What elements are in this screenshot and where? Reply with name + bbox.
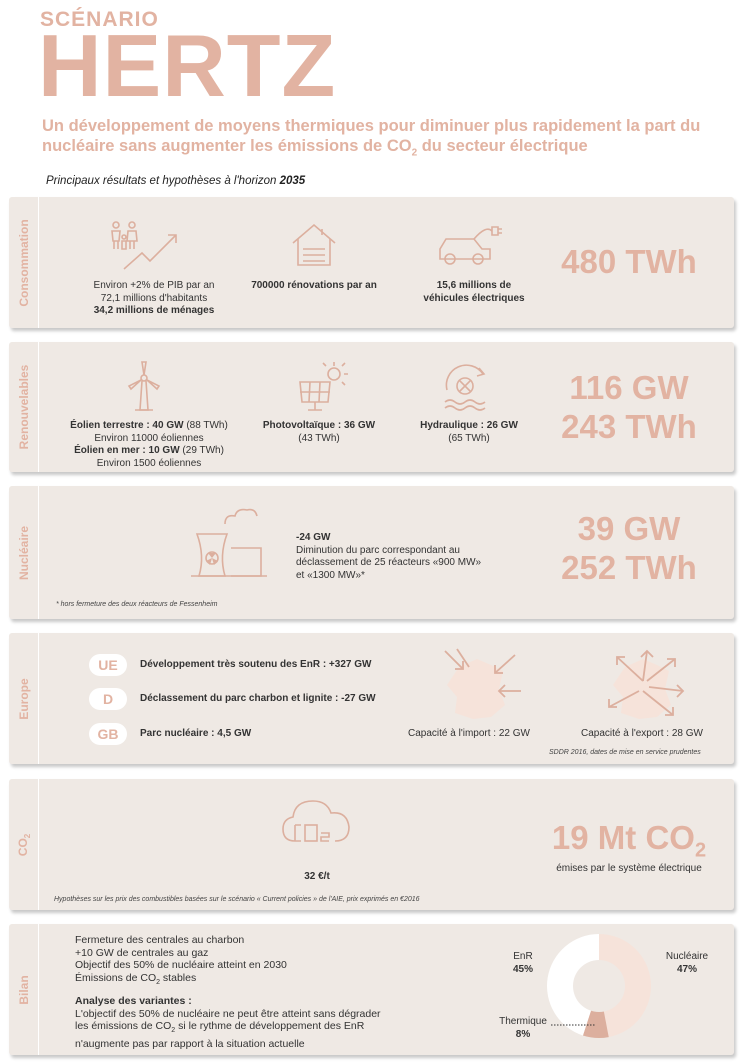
co2-price: 32 €/t bbox=[304, 871, 330, 882]
nucleaire-result-twh: 252 TWh bbox=[561, 549, 697, 586]
pie-label-thermique: Thermique bbox=[499, 1016, 547, 1027]
eolien-text: Éolien terrestre : 40 GW (88 TWh) Enviro… bbox=[70, 420, 228, 469]
pie-label-nucleaire: Nucléaire bbox=[666, 951, 709, 962]
pie-slice-nucleaire bbox=[599, 934, 651, 1038]
nucleaire-text: -24 GW Diminution du parc correspondant … bbox=[296, 532, 482, 581]
pie-label-enr: EnR bbox=[513, 951, 532, 962]
pie-slice-thermique bbox=[582, 986, 609, 1038]
pib-text: Environ +2% de PIB par an 72,1 millions … bbox=[93, 280, 215, 316]
section-label-renouvelables: Renouvelables bbox=[17, 364, 31, 450]
panel-nucleaire: Nucléaire -24 GW Diminution du parc corr… bbox=[9, 486, 734, 619]
hydraulic-icon bbox=[439, 360, 495, 414]
house-renovation-icon bbox=[289, 219, 339, 269]
europe-row-text: Parc nucléaire : 4,5 GW bbox=[140, 728, 252, 739]
panel-bilan: Bilan Fermeture des centrales au charbon… bbox=[9, 924, 734, 1055]
renouvelables-result-twh: 243 TWh bbox=[561, 408, 697, 445]
pie-slice-enr bbox=[547, 934, 599, 1036]
section-label-europe: Europe bbox=[17, 677, 31, 720]
solar-panel-icon bbox=[294, 360, 350, 414]
horizon-caption: Principaux résultats et hypothèses à l'h… bbox=[46, 175, 306, 187]
section-label-consommation: Consommation bbox=[17, 218, 31, 307]
pie-hole bbox=[573, 960, 625, 1012]
france-import-map-icon bbox=[429, 645, 529, 729]
nucleaire-result-gw: 39 GW bbox=[577, 510, 681, 547]
co2-cloud-icon bbox=[281, 795, 353, 855]
europe-row-text: Développement très soutenu des EnR : +32… bbox=[140, 659, 372, 670]
country-code-badge: GB bbox=[89, 723, 127, 745]
scenario-title: HERTZ bbox=[38, 16, 337, 115]
wind-turbine-icon bbox=[121, 360, 167, 414]
export-capacity-text: Capacité à l'export : 28 GW bbox=[581, 728, 703, 739]
co2-hypothesis-note: Hypothèses sur les prix des combustibles… bbox=[54, 896, 420, 903]
pie-value-nucleaire: 47% bbox=[677, 964, 697, 975]
pie-value-enr: 45% bbox=[513, 964, 533, 975]
vehicles-text: 15,6 millions de véhicules électriques bbox=[423, 280, 525, 304]
co2-result: 19 Mt CO2 bbox=[551, 819, 707, 862]
nucleaire-footnote: * hors fermeture des deux réacteurs de F… bbox=[56, 601, 218, 608]
renouvelables-result-gw: 116 GW bbox=[569, 369, 689, 406]
europe-source-note: SDDR 2016, dates de mise en service prud… bbox=[549, 749, 701, 756]
population-growth-icon bbox=[106, 217, 186, 275]
europe-row-text: Déclassement du parc charbon et lignite … bbox=[140, 693, 376, 704]
renovation-text: 700000 rénovations par an bbox=[251, 280, 377, 291]
scenario-subtitle: Un développement de moyens thermiques po… bbox=[42, 117, 701, 159]
pie-value-thermique: 8% bbox=[516, 1029, 531, 1040]
production-mix-pie-chart: EnR 45% Nucléaire 47% Thermique 8% bbox=[499, 934, 709, 1040]
france-export-map-icon bbox=[595, 645, 695, 729]
bilan-summary: Fermeture des centrales au charbon +10 G… bbox=[75, 934, 381, 1050]
pv-text: Photovoltaïque : 36 GW (43 TWh) bbox=[262, 420, 376, 444]
panel-renouvelables: Renouvelables Éolien terrestre : 40 GW (… bbox=[9, 342, 734, 472]
section-label-co2: CO2 bbox=[15, 833, 33, 856]
section-label-nucleaire: Nucléaire bbox=[17, 525, 31, 580]
import-capacity-text: Capacité à l'import : 22 GW bbox=[408, 728, 530, 739]
electric-car-icon bbox=[434, 219, 504, 269]
hydro-text: Hydraulique : 26 GW (65 TWh) bbox=[420, 420, 518, 444]
country-code-badge: D bbox=[89, 688, 127, 710]
panel-co2: CO2 32 €/t Hypothèses sur les prix des c… bbox=[9, 779, 734, 910]
scenario-kicker: SCÉNARIO bbox=[40, 8, 159, 31]
panel-europe: Europe UE Développement très soutenu des… bbox=[9, 633, 734, 764]
panel-consommation: Consommation Environ +2% de PIB par an 7… bbox=[9, 197, 734, 328]
section-label-bilan: Bilan bbox=[17, 974, 31, 1005]
nuclear-plant-icon bbox=[187, 508, 271, 582]
co2-result-caption: émises par le système électrique bbox=[556, 863, 702, 874]
consommation-result: 480 TWh bbox=[561, 243, 697, 280]
country-code-badge: UE bbox=[89, 654, 127, 676]
